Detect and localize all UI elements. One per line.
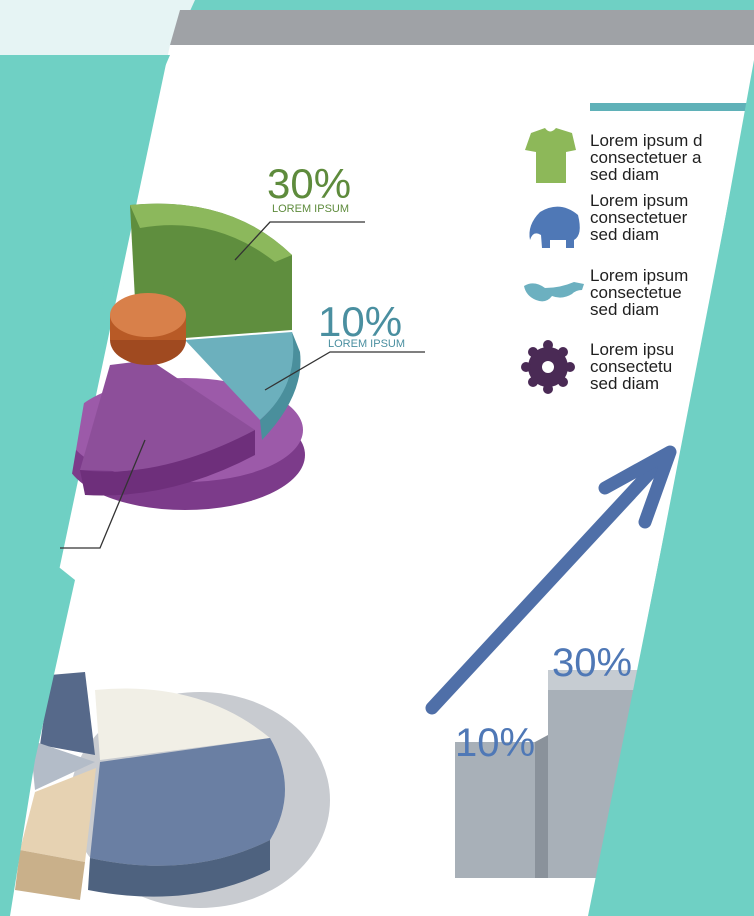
paper-header-bar [170, 10, 754, 45]
pie-slice-purple [80, 360, 255, 472]
legend-item-3: Lorem ipsum consectetue sed diam [524, 266, 693, 319]
bar-label-30: 30% [552, 641, 632, 685]
teal-overlay-right [588, 60, 754, 916]
pie-slice-teal [185, 332, 295, 420]
legend-text-3: Lorem ipsum consectetue sed diam [590, 266, 693, 319]
pie-slice-blue [90, 738, 285, 866]
callout-caption-10: LOREM IPSUM [328, 338, 405, 350]
glasses-icon [524, 282, 584, 302]
bar-label-10: 10% [455, 721, 535, 765]
callout-caption-30: LOREM IPSUM [272, 203, 349, 215]
legend-item-4: Lorem ipsu consectetu sed diam [521, 340, 679, 394]
gear-icon [521, 340, 575, 394]
pie-chart-top [60, 203, 425, 549]
pie-slice-lightgray [30, 740, 95, 790]
elephant-icon [529, 206, 580, 248]
bar-10 [455, 742, 535, 878]
teal-overlay-left-lower [0, 520, 75, 916]
teal-overlay-left [0, 55, 170, 900]
legend-item-2: Lorem ipsum consectetuer sed diam [529, 191, 693, 248]
pie-slice-slate [40, 672, 95, 755]
pie-chart-bottom [15, 672, 330, 908]
callout-percent-10: 10% [318, 298, 402, 345]
growth-arrow [425, 445, 677, 715]
legend-text-4: Lorem ipsu consectetu sed diam [590, 340, 679, 393]
pie-slice-cream [95, 688, 270, 760]
legend-item-1: Lorem ipsum d consectetuer a sed diam [525, 128, 707, 184]
legend-text-2: Lorem ipsum consectetuer sed diam [590, 191, 693, 244]
legend-text-1: Lorem ipsum d consectetuer a sed diam [590, 131, 707, 184]
callout-percent-30: 30% [267, 160, 351, 207]
legend-header-line [590, 103, 754, 111]
light-top-band [0, 0, 195, 55]
tshirt-icon [525, 128, 576, 183]
pie-slice-tan [20, 768, 96, 862]
